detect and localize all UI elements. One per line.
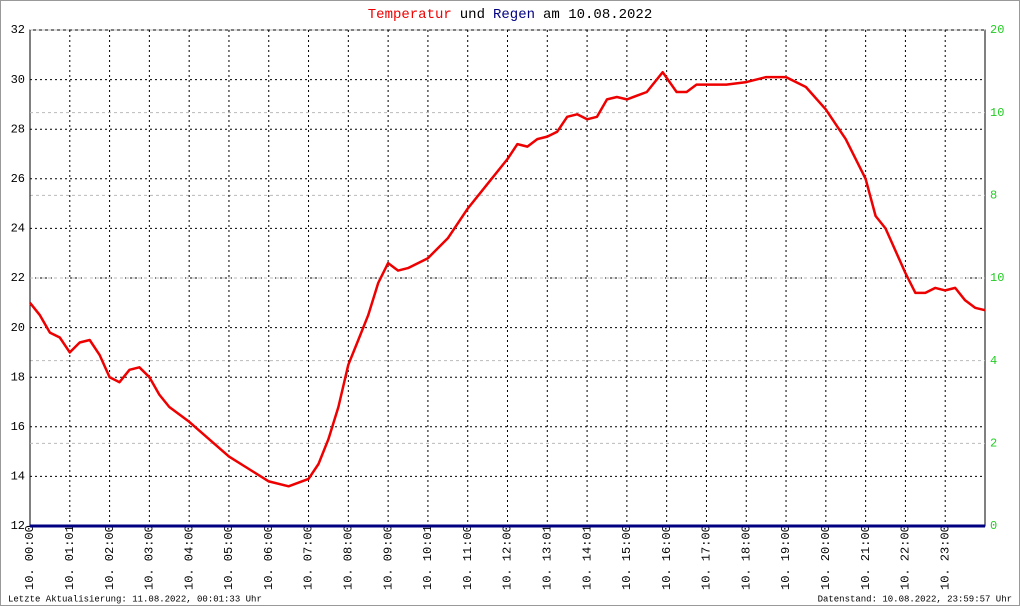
y-tick-label: 26: [11, 172, 25, 186]
y-tick-label: 20: [11, 321, 25, 335]
footer-left: Letzte Aktualisierung: 11.08.2022, 00:01…: [8, 594, 262, 604]
y2-tick-label: 2: [990, 437, 997, 451]
y-tick-label: 32: [11, 23, 25, 37]
y2-tick-label: 10: [990, 271, 1004, 285]
x-tick-label: 10. 03:00: [143, 525, 157, 590]
x-tick-label: 10. 22:00: [899, 525, 913, 590]
y2-tick-label: 20: [990, 23, 1004, 37]
y-tick-label: 12: [11, 519, 25, 533]
y-tick-label: 22: [11, 271, 25, 285]
x-tick-label: 10. 16:00: [660, 525, 674, 590]
chart-title: Temperatur und Regen am 10.08.2022: [368, 7, 652, 23]
y-tick-label: 14: [11, 470, 25, 484]
x-tick-label: 10. 23:00: [938, 525, 952, 590]
x-tick-label: 10. 05:00: [222, 525, 236, 590]
y2-tick-label: 10: [990, 106, 1004, 120]
title-part: Temperatur: [368, 7, 452, 23]
x-tick-label: 10. 09:00: [381, 525, 395, 590]
x-tick-label: 10. 21:00: [859, 525, 873, 590]
x-tick-label: 10. 13:01: [540, 525, 554, 590]
x-tick-label: 10. 08:00: [342, 525, 356, 590]
x-tick-label: 10. 04:00: [182, 525, 196, 590]
x-tick-label: 10. 01:01: [63, 525, 77, 590]
x-tick-label: 10. 20:00: [819, 525, 833, 590]
x-tick-label: 10. 15:00: [620, 525, 634, 590]
x-tick-label: 10. 14:01: [580, 525, 594, 590]
y-tick-label: 28: [11, 122, 25, 136]
x-tick-label: 10. 19:00: [779, 525, 793, 590]
y2-tick-label: 4: [990, 354, 997, 368]
x-tick-label: 10. 06:00: [262, 525, 276, 590]
x-tick-label: 10. 07:00: [302, 525, 316, 590]
x-tick-label: 10. 10:01: [421, 525, 435, 590]
title-part: Regen: [493, 7, 535, 23]
y2-tick-label: 0: [990, 519, 997, 533]
footer-right: Datenstand: 10.08.2022, 23:59:57 Uhr: [818, 594, 1012, 604]
y-tick-label: 30: [11, 73, 25, 87]
x-tick-label: 10. 17:00: [700, 525, 714, 590]
y-tick-label: 18: [11, 370, 25, 384]
x-tick-label: 10. 12:00: [501, 525, 515, 590]
title-part: und: [460, 7, 485, 23]
x-tick-label: 10. 02:00: [103, 525, 117, 590]
x-tick-label: 10. 00:00: [23, 525, 37, 590]
x-tick-label: 10. 18:00: [739, 525, 753, 590]
title-part: am 10.08.2022: [543, 7, 652, 23]
series-line: [29, 70, 986, 488]
y-tick-label: 24: [11, 222, 25, 236]
x-tick-label: 10. 11:00: [461, 525, 475, 590]
y2-tick-label: 8: [990, 189, 997, 203]
y-tick-label: 16: [11, 420, 25, 434]
